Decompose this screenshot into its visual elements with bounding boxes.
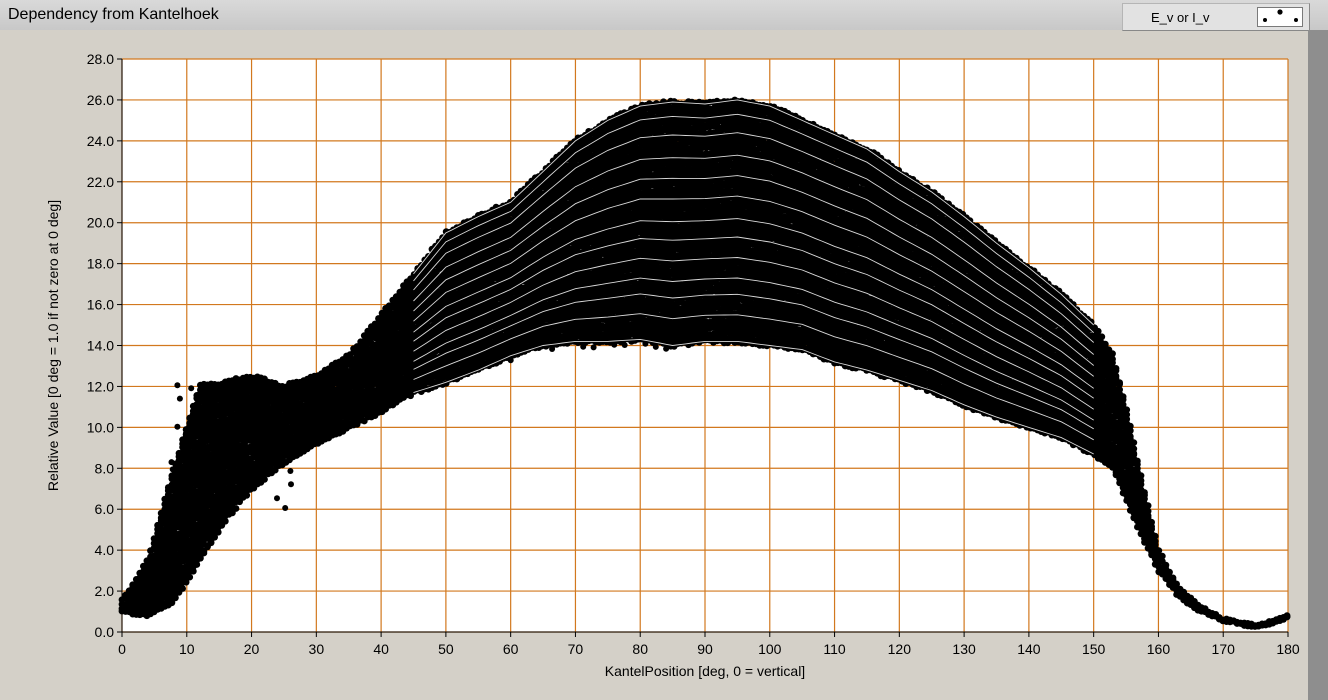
graph-title: Dependency from Kantelhoek [8, 6, 219, 23]
data-point [221, 517, 229, 525]
data-point [214, 528, 222, 536]
data-point [211, 533, 219, 541]
scatter-plot[interactable]: KantelPosition [deg, 0 = vertical] Relat… [0, 30, 1308, 700]
graph-title-bar: Dependency from Kantelhoek E_v or I_v [0, 0, 1328, 31]
data-point [168, 599, 176, 607]
legend-point-style-icon [1263, 9, 1298, 22]
plot-frame-border [1308, 30, 1328, 700]
data-point [232, 505, 240, 512]
data-point [179, 585, 187, 592]
plot-legend[interactable]: E_v or I_v [1122, 3, 1310, 31]
legend-label: E_v or I_v [1151, 10, 1210, 25]
data-points [118, 96, 1291, 630]
data-point [186, 573, 194, 581]
legend-marker-swatch[interactable] [1257, 7, 1303, 27]
data-point [261, 476, 268, 483]
